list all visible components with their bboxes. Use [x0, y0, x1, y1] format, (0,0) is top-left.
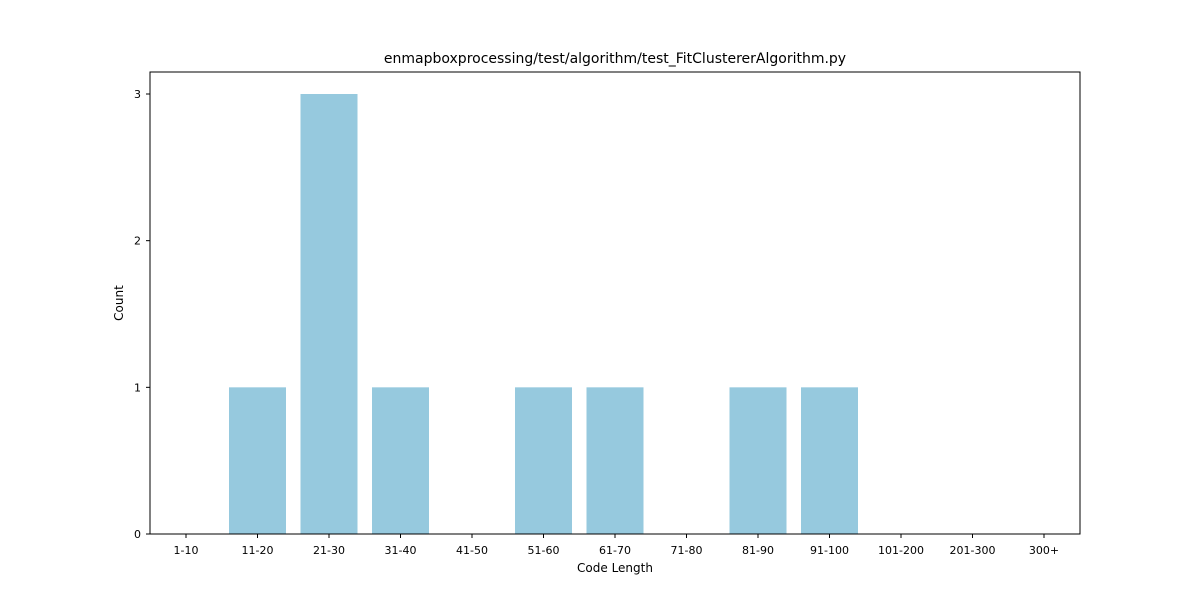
x-tick-label: 31-40 [385, 544, 417, 557]
bar-61-70 [586, 387, 644, 534]
plot-frame [149, 71, 1081, 535]
bar-11-20 [229, 387, 286, 534]
x-tick-label: 21-30 [313, 544, 345, 557]
bar-81-90 [729, 387, 787, 534]
bar-91-100 [801, 387, 858, 534]
bar-21-30 [300, 94, 358, 534]
x-tick-label: 41-50 [456, 544, 488, 557]
bar-31-40 [372, 387, 429, 534]
x-tick-label: 201-300 [950, 544, 996, 557]
x-axis-label: Code Length [577, 561, 653, 575]
y-tick-label: 0 [134, 528, 141, 541]
x-tick-label: 51-60 [528, 544, 560, 557]
x-tick-label: 1-10 [174, 544, 199, 557]
x-tick-label: 81-90 [742, 544, 774, 557]
chart-title: enmapboxprocessing/test/algorithm/test_F… [384, 51, 846, 67]
y-tick-label: 2 [134, 235, 141, 248]
x-tick-label: 61-70 [599, 544, 631, 557]
y-axis-label: Count [112, 285, 126, 321]
y-axis: 0 1 2 3 [134, 88, 150, 541]
bar-51-60 [515, 387, 572, 534]
y-tick-label: 1 [134, 381, 141, 394]
x-tick-label: 300+ [1029, 544, 1059, 557]
bars-layer [229, 94, 858, 534]
x-tick-label: 11-20 [242, 544, 274, 557]
y-tick-label: 3 [134, 88, 141, 101]
x-axis: 1-10 11-20 21-30 31-40 41-50 51-60 61-70 71-80 8… [174, 534, 1059, 557]
x-tick-label: 71-80 [671, 544, 703, 557]
x-tick-label: 101-200 [878, 544, 924, 557]
x-tick-label: 91-100 [810, 544, 849, 557]
